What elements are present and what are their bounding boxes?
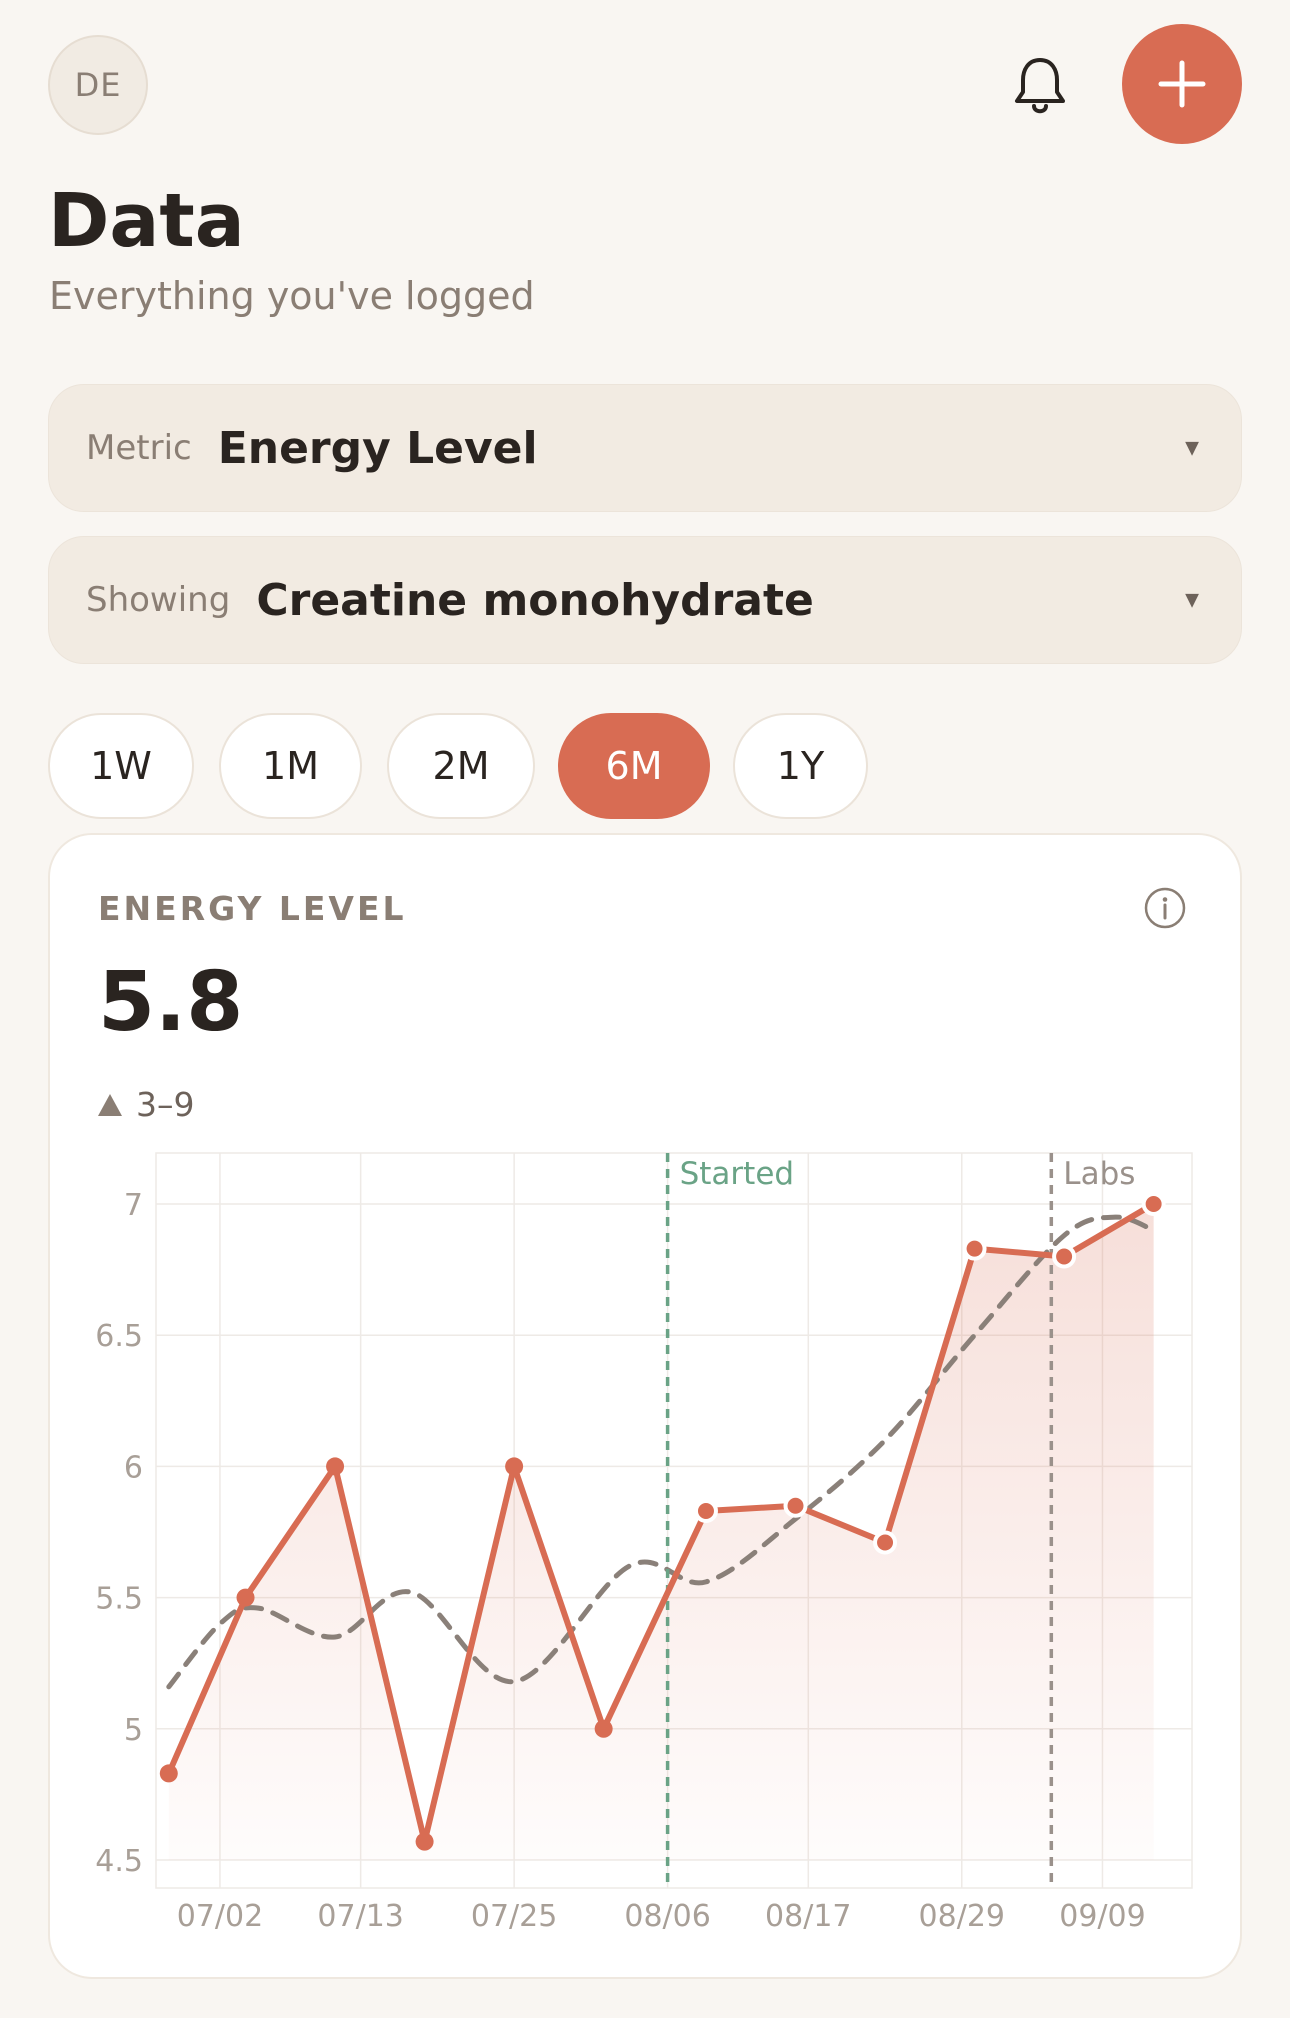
x-tick-label: 08/29 [919, 1899, 1005, 1934]
data-point [873, 1530, 898, 1555]
y-tick-label: 6.5 [95, 1319, 143, 1354]
data-point [415, 1832, 434, 1851]
x-tick-label: 07/25 [471, 1899, 557, 1934]
y-tick-label: 4.5 [95, 1844, 143, 1879]
x-tick-label: 07/13 [317, 1899, 403, 1934]
range-pill-6m[interactable]: 6M [558, 713, 710, 819]
range-pill-2m[interactable]: 2M [387, 713, 535, 819]
avatar-initials: DE [74, 66, 122, 104]
range-triangle-icon [98, 1093, 122, 1116]
x-tick-label: 09/09 [1059, 1899, 1145, 1934]
range-pill-1y[interactable]: 1Y [733, 713, 868, 819]
trend-line [166, 1214, 1157, 1690]
metric-select[interactable]: Metric Energy Level ▼ [48, 384, 1242, 512]
data-point [159, 1764, 178, 1783]
data-point [1052, 1244, 1077, 1269]
card-title: ENERGY LEVEL [98, 889, 407, 928]
data-point [326, 1457, 345, 1476]
range-pill-1m[interactable]: 1M [219, 713, 362, 819]
chevron-down-icon: ▼ [1185, 437, 1199, 459]
x-tick-label: 08/06 [624, 1899, 710, 1934]
series-area [168, 1204, 1154, 1860]
series-line [165, 1201, 1157, 1845]
x-tick-label: 07/02 [177, 1899, 263, 1934]
marker-label-labs: Labs [1063, 1156, 1135, 1192]
metric-value: Energy Level [217, 422, 538, 474]
avatar[interactable]: DE [48, 35, 148, 135]
data-point [236, 1588, 255, 1607]
metric-label: Metric [86, 428, 192, 468]
y-tick-label: 5 [124, 1713, 143, 1748]
data-point [783, 1493, 808, 1518]
notifications-button[interactable] [1008, 50, 1072, 122]
plus-icon [1158, 60, 1206, 108]
data-point [1141, 1192, 1166, 1216]
y-tick-label: 7 [124, 1188, 143, 1223]
value-range: 3–9 [98, 1085, 195, 1124]
current-value: 5.8 [98, 955, 244, 1050]
range-text: 3–9 [136, 1085, 195, 1124]
page-subtitle: Everything you've logged [49, 274, 535, 318]
y-tick-label: 6 [124, 1450, 143, 1485]
marker-label-started: Started [680, 1156, 794, 1192]
range-pill-1w[interactable]: 1W [48, 713, 194, 819]
showing-label: Showing [86, 580, 231, 620]
info-icon[interactable] [1144, 887, 1186, 929]
showing-select[interactable]: Showing Creatine monohydrate ▼ [48, 536, 1242, 664]
plot-frame [155, 1152, 1193, 1889]
y-tick-label: 5.5 [95, 1582, 143, 1617]
data-point [594, 1719, 613, 1738]
add-button[interactable] [1122, 24, 1242, 144]
x-tick-label: 08/17 [765, 1899, 851, 1934]
data-point [962, 1236, 987, 1261]
data-point [693, 1499, 718, 1524]
bell-icon [1015, 58, 1065, 114]
showing-value: Creatine monohydrate [256, 574, 814, 626]
page-title: Data [48, 178, 245, 264]
data-point [505, 1457, 524, 1476]
chevron-down-icon: ▼ [1185, 589, 1199, 611]
